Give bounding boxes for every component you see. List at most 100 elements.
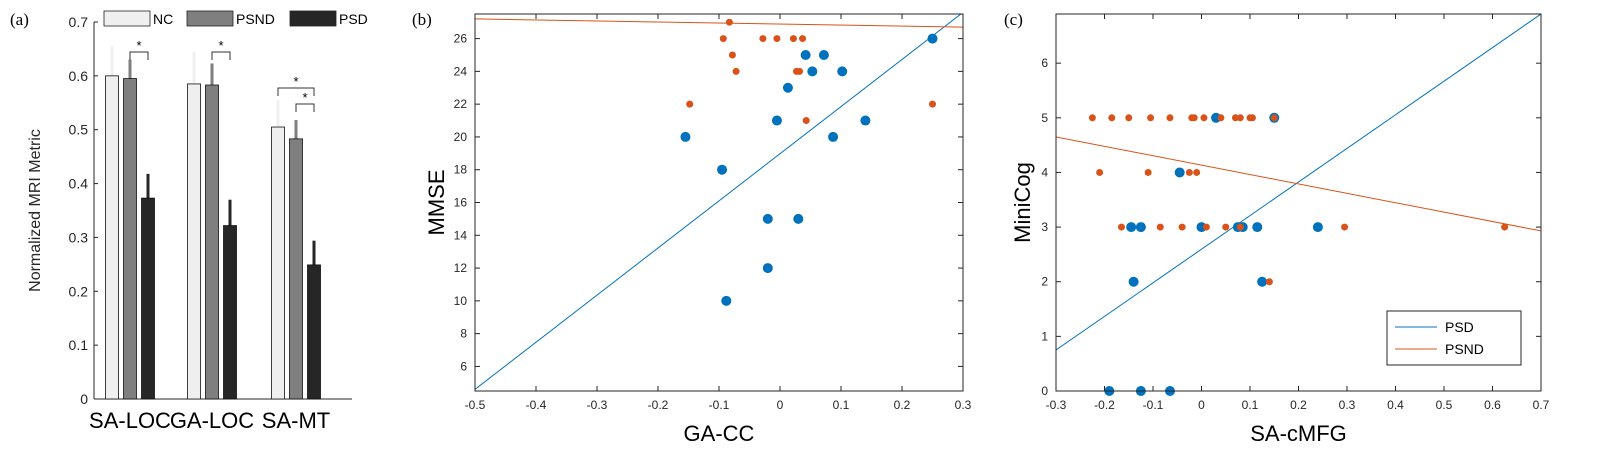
y-axis-label: MMSE (424, 170, 449, 236)
data-point-psd (1312, 222, 1323, 233)
data-point-psnd (1088, 114, 1096, 122)
significance-bracket (129, 51, 149, 60)
x-tick-label: -0.2 (648, 398, 669, 412)
bar (141, 197, 155, 400)
data-point-psd (721, 295, 732, 306)
bar (105, 75, 119, 400)
x-tick-label: 0.2 (894, 398, 911, 412)
bar (223, 225, 237, 400)
data-point-psnd (1236, 223, 1244, 231)
data-point-psnd (719, 35, 727, 43)
data-point-psnd (1144, 168, 1152, 176)
y-tick-label: 20 (454, 130, 468, 144)
significance-bracket (295, 103, 315, 112)
x-tick-label: 0.6 (1484, 398, 1501, 412)
y-tick-label: 0.1 (69, 337, 89, 353)
data-point-psnd (1222, 223, 1230, 231)
data-point-psnd (1096, 168, 1104, 176)
x-axis-label: GA-CC (684, 421, 755, 446)
data-point-psnd (1117, 223, 1125, 231)
data-point-psd (793, 213, 804, 224)
data-point-psd (807, 66, 818, 77)
y-tick-label: 5 (1041, 111, 1048, 125)
data-point-psd (782, 82, 793, 93)
data-point-psnd (1156, 223, 1164, 231)
data-point-psd (1126, 222, 1137, 233)
y-tick-label: 0 (1041, 384, 1048, 398)
panel-label-c: (c) (1004, 10, 1023, 29)
data-point-psd (828, 131, 839, 142)
x-tick-label: 0 (1198, 398, 1205, 412)
data-point-psnd (1231, 114, 1239, 122)
data-point-psnd (789, 35, 797, 43)
data-point-psd (762, 213, 773, 224)
data-point-psnd (1166, 114, 1174, 122)
data-point-psnd (1185, 168, 1193, 176)
data-point-psnd (1108, 114, 1116, 122)
data-point-psnd (1190, 114, 1198, 122)
bar-chart: 0 0.1 0.2 0.3 0.4 0.5 0.6 0.7 Normalized MRI Met… (27, 10, 368, 433)
scatter-chart-minicog: -0.3 -0.2 -0.1 0 0.1 0.2 0.3 0.4 0.5 0.6 0.7 0 1 2 3 4 5… (1010, 13, 1550, 446)
data-point-psnd (728, 51, 736, 59)
x-category-label: GA-LOC (170, 408, 254, 433)
data-point-psd (1174, 167, 1185, 178)
y-tick-label: 8 (460, 327, 467, 341)
data-point-psnd (1501, 223, 1509, 231)
y-tick-label: 14 (454, 228, 468, 242)
x-tick-label: -0.1 (1143, 398, 1164, 412)
data-point-psnd (796, 67, 804, 75)
y-tick-label: 2 (1041, 275, 1048, 289)
x-tick-label: -0.2 (1094, 398, 1115, 412)
data-point-psnd (1248, 114, 1256, 122)
x-tick-label: 0.3 (1339, 398, 1356, 412)
data-point-psnd (732, 67, 740, 75)
legend-swatch (186, 10, 234, 27)
panel-label-b: (b) (412, 10, 432, 29)
bar (289, 138, 303, 400)
data-point-psnd (1341, 223, 1349, 231)
y-tick-label: 16 (454, 196, 468, 210)
data-point-psd (927, 33, 938, 44)
y-axis-label: Normalized MRI Metric (27, 129, 44, 292)
y-tick-label: 18 (454, 163, 468, 177)
x-category-label: SA-LOC (89, 408, 171, 433)
data-point-psnd (773, 35, 781, 43)
data-point-psnd (759, 35, 767, 43)
data-point-psnd (1236, 114, 1244, 122)
x-axis-label: SA-cMFG (1250, 421, 1347, 446)
data-point-psnd (1200, 114, 1208, 122)
data-point-psnd (1217, 114, 1225, 122)
y-tick-label: 1 (1041, 329, 1048, 343)
y-tick-label: 0.7 (69, 14, 89, 30)
y-tick-label: 26 (454, 32, 468, 46)
legend-swatch (289, 10, 337, 27)
fit-line-psd (1056, 14, 1541, 351)
y-tick-label: 6 (460, 359, 467, 373)
significance-star: * (218, 38, 223, 53)
y-tick-label: 0.5 (69, 122, 89, 138)
fit-line-psnd (1056, 136, 1541, 232)
y-tick-label: 22 (454, 97, 468, 111)
data-point-psd (800, 49, 811, 60)
significance-star: * (136, 38, 141, 53)
y-tick-label: 0.4 (69, 176, 89, 192)
panel-label-a: (a) (10, 10, 29, 29)
data-point-psnd (725, 18, 733, 26)
data-point-psd (860, 115, 871, 126)
x-tick-label: -0.4 (526, 398, 547, 412)
data-point-psnd (799, 35, 807, 43)
legend-box (1386, 310, 1522, 366)
y-tick-label: 10 (454, 294, 468, 308)
significance-star: * (302, 90, 307, 105)
y-axis-label: MiniCog (1010, 162, 1035, 243)
data-point-psd (762, 263, 773, 274)
x-tick-label: -0.3 (587, 398, 608, 412)
y-tick-label: 3 (1041, 220, 1048, 234)
x-category-label: SA-MT (262, 408, 330, 433)
y-tick-label: 24 (454, 64, 468, 78)
y-tick-label: 0.2 (69, 283, 89, 299)
legend-label: PSD (1445, 319, 1474, 335)
data-point-psd (1252, 222, 1263, 233)
x-tick-label: -0.3 (1046, 398, 1067, 412)
data-point-psnd (1265, 278, 1273, 286)
